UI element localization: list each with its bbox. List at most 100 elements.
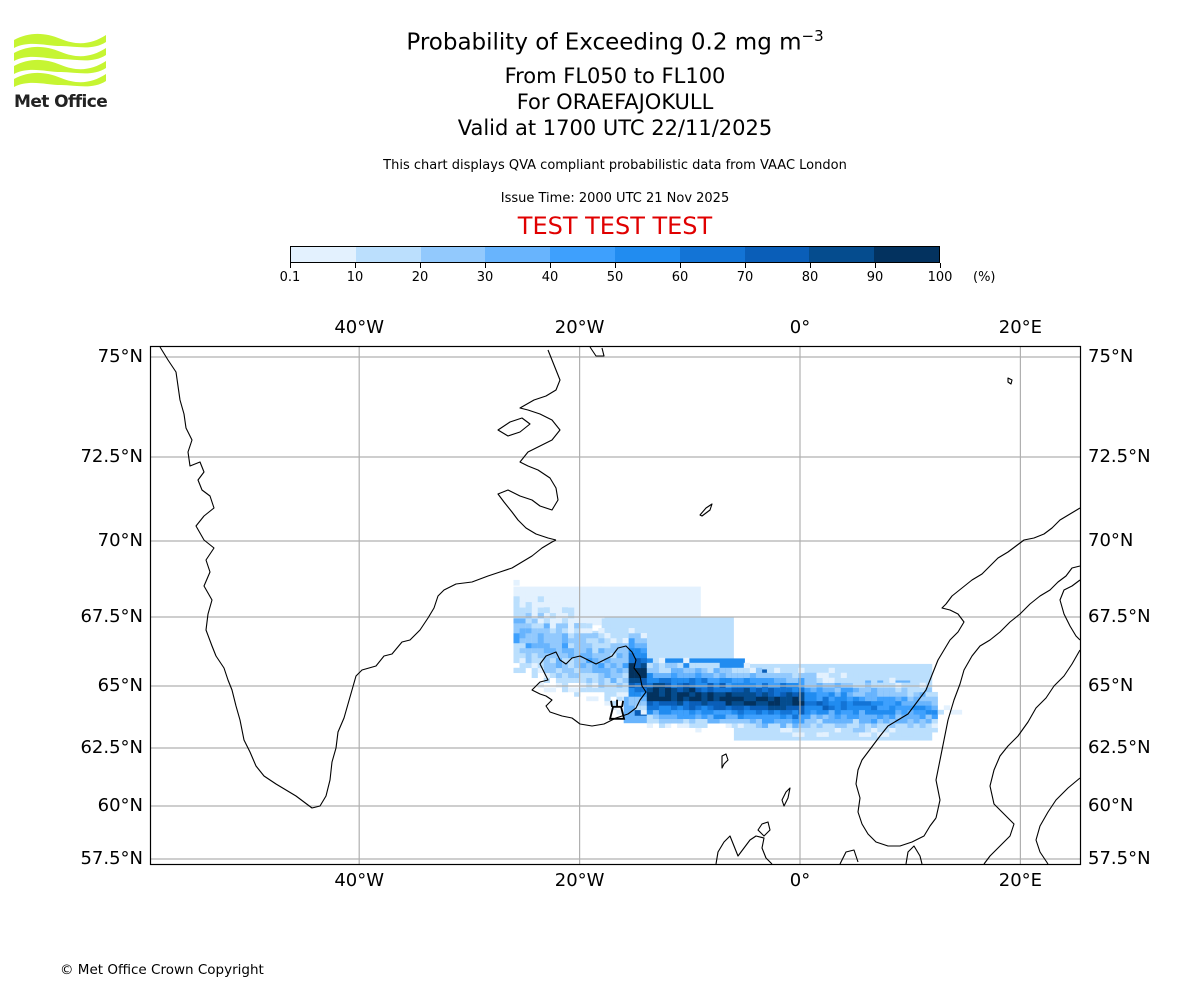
plume-cell <box>568 612 575 619</box>
plume-cell <box>640 637 647 644</box>
plume-cell <box>858 696 866 702</box>
plume-cell <box>574 687 581 693</box>
plume-cell <box>677 687 684 693</box>
plume-cell <box>804 718 811 724</box>
plume-cell <box>889 732 896 737</box>
plume-cell <box>677 667 684 674</box>
plume-cell <box>937 709 944 715</box>
plume-cell <box>634 662 641 669</box>
plume-cell <box>652 700 660 706</box>
plume-cell <box>822 696 829 702</box>
plume-cell <box>852 691 860 697</box>
plume-cell <box>592 687 599 693</box>
plume-cell <box>901 700 908 706</box>
plume-cell <box>580 628 587 634</box>
plume-cell <box>858 727 866 733</box>
plume-cell <box>792 718 799 724</box>
colorbar-tick <box>614 263 616 268</box>
plume-cell <box>574 647 581 654</box>
plume-cell <box>865 727 872 733</box>
plume-cell <box>931 705 938 711</box>
plume-cell <box>840 705 847 711</box>
valid-time: Valid at 1700 UTC 22/11/2025 <box>457 116 773 140</box>
plume-cell <box>574 623 581 629</box>
colorbar-tick-label: 10 <box>346 270 364 285</box>
plume-cell <box>561 682 569 688</box>
plume-cell <box>683 714 690 720</box>
plume-cell <box>761 682 769 688</box>
plume-cell <box>846 718 854 724</box>
plume-cell <box>683 700 690 706</box>
plume-cell <box>804 700 811 706</box>
plume-cell <box>543 662 550 669</box>
plume-cell <box>640 662 647 669</box>
plume-cell <box>737 709 744 715</box>
plume-cell <box>604 672 611 679</box>
plume-cell <box>840 718 847 724</box>
plume-cell <box>743 718 750 724</box>
plume-cell <box>810 709 817 715</box>
plume-cell <box>665 677 672 683</box>
plume-cell <box>634 696 641 702</box>
plume-cell <box>568 642 575 649</box>
plume-cell <box>628 700 635 706</box>
plume-cell <box>907 718 914 724</box>
plume-cell <box>634 672 641 679</box>
plume-cell <box>865 718 872 724</box>
plume-cell <box>519 628 526 634</box>
plume-cell <box>598 628 605 634</box>
plume-cell <box>913 723 920 728</box>
plume-cell <box>701 696 708 702</box>
plume-cell <box>592 667 599 674</box>
plume-cell <box>549 687 557 693</box>
plume-cell <box>586 637 593 644</box>
plume-cell <box>652 696 660 702</box>
plume-cell <box>622 682 629 688</box>
plume-cell <box>883 691 890 697</box>
plume-cell <box>865 696 872 702</box>
plume-cell <box>695 705 702 711</box>
plume-cell <box>731 682 738 688</box>
plume-cell <box>604 667 611 674</box>
plume-cell <box>913 718 920 724</box>
plume-cell <box>816 732 823 737</box>
plume-cell <box>761 723 769 728</box>
plume-cell <box>592 652 599 659</box>
met-office-logo-icon <box>14 33 106 87</box>
plume-cell <box>665 696 672 702</box>
plume-cell <box>580 652 587 659</box>
plume-cell <box>689 714 696 720</box>
plume-cell <box>713 714 720 720</box>
plume-cell <box>858 718 866 724</box>
plume-cell <box>768 687 775 693</box>
colorbar-bin <box>550 247 615 262</box>
plume-cell <box>665 700 672 706</box>
copyright: © Met Office Crown Copyright <box>60 962 264 978</box>
plume-cell <box>786 718 793 724</box>
plume-cell <box>743 662 750 669</box>
plume-cell <box>755 723 763 728</box>
plume-cell <box>774 687 781 693</box>
plume-cell <box>731 700 738 706</box>
plume-cell <box>568 633 575 639</box>
plume-cell <box>925 705 932 711</box>
plume-cell <box>877 691 884 697</box>
plume-cell <box>883 727 890 733</box>
plume-cell <box>628 657 635 664</box>
plume-cell <box>531 672 538 679</box>
plume-cell <box>590 586 701 617</box>
plume-cell <box>555 623 563 629</box>
plume-cell <box>689 700 696 706</box>
plume-cell <box>798 691 805 697</box>
colorbar-tick-label: 70 <box>736 270 754 285</box>
latitude-label-right: 65°N <box>1088 675 1134 696</box>
plume-cell <box>683 672 690 679</box>
plume-cell <box>580 667 587 674</box>
plume-cell <box>755 691 763 697</box>
plume-cell <box>592 696 599 702</box>
plume-cell <box>725 672 732 679</box>
plume-cell <box>889 714 896 720</box>
plume-cell <box>525 642 532 649</box>
plume-cell <box>586 672 593 679</box>
plume-cell <box>640 652 647 659</box>
